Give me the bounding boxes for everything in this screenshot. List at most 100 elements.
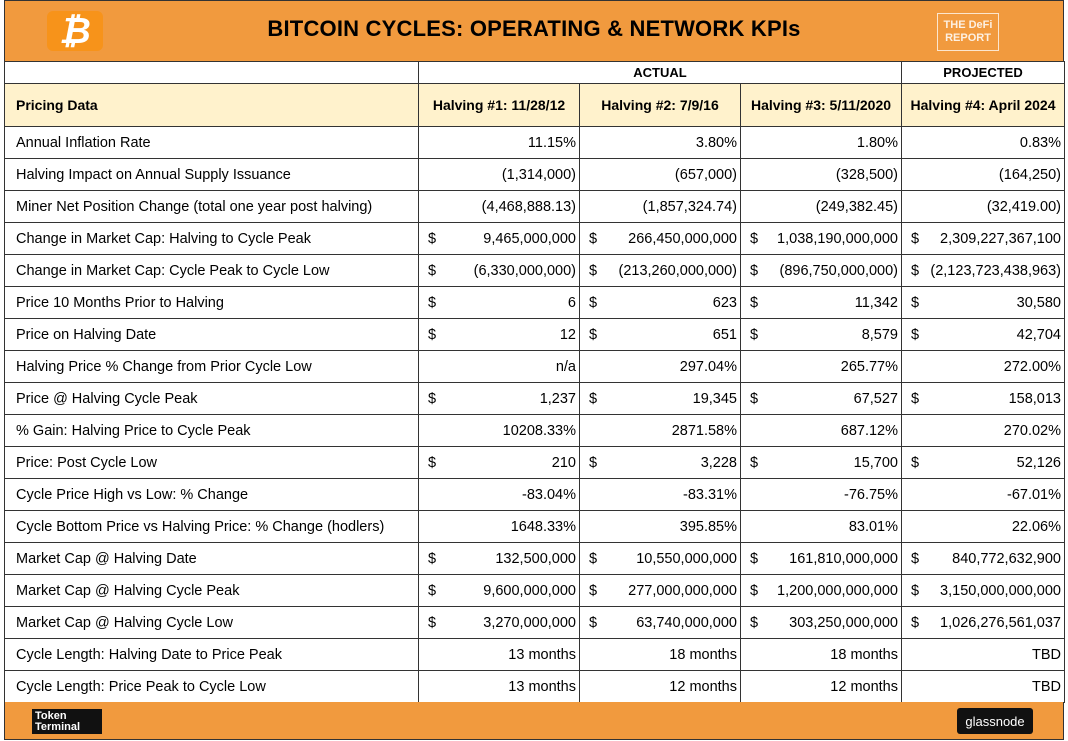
row-label: Price 10 Months Prior to Halving [4,286,419,319]
row-value-halving-1: $3,270,000,000 [418,606,580,639]
cell-value: 303,250,000,000 [789,614,898,631]
cell-value: 395.85% [679,518,737,535]
currency-symbol: $ [589,230,598,247]
table-row: Market Cap @ Halving Cycle Low $3,270,000… [4,606,1065,639]
table-row: Market Cap @ Halving Cycle Peak $9,600,00… [4,574,1065,607]
cell-value: 270.02% [1003,422,1061,439]
cell-value: 623 [712,294,737,311]
cell-value: 67,527 [853,390,898,407]
column-header-halving-3: Halving #3: 5/11/2020 [740,83,902,127]
cell-value: 30,580 [1016,294,1061,311]
row-value-halving-1: n/a [418,350,580,383]
cell-value: 1,026,276,561,037 [940,614,1061,631]
row-value-halving-3: 12 months [740,670,902,703]
bitcoin-logo-icon: ₿ [47,11,103,52]
table-row: Cycle Bottom Price vs Halving Price: % C… [4,510,1065,543]
cell-value: 18 months [830,646,898,663]
table-row: Cycle Length: Price Peak to Cycle Low 13 … [4,670,1065,703]
cell-value: (657,000) [674,166,737,183]
cell-value: (32,419.00) [986,198,1061,215]
row-value-halving-1: 1648.33% [418,510,580,543]
row-value-halving-2: 2871.58% [579,414,741,447]
currency-symbol: $ [428,550,437,567]
row-value-halving-4: TBD [901,670,1065,703]
row-label: Market Cap @ Halving Cycle Peak [4,574,419,607]
row-value-halving-4: $52,126 [901,446,1065,479]
cell-value: (1,857,324.74) [642,198,737,215]
cell-value: 2,309,227,367,100 [940,230,1061,247]
cell-value: -83.04% [521,486,576,503]
cell-value: (1,314,000) [501,166,576,183]
row-value-halving-1: $210 [418,446,580,479]
currency-symbol: $ [911,326,920,343]
cell-value: (249,382.45) [815,198,898,215]
currency-symbol: $ [428,582,437,599]
table-row: Market Cap @ Halving Date $132,500,000 $10… [4,542,1065,575]
row-label: Change in Market Cap: Cycle Peak to Cycl… [4,254,419,287]
row-label: Miner Net Position Change (total one yea… [4,190,419,223]
group-header-projected: PROJECTED [901,61,1065,84]
row-label: Annual Inflation Rate [4,126,419,159]
cell-value: 277,000,000,000 [628,582,737,599]
row-value-halving-4: 22.06% [901,510,1065,543]
table-row: Annual Inflation Rate 11.15% 3.80% 1.80% 0.8… [4,126,1065,159]
row-value-halving-1: $9,600,000,000 [418,574,580,607]
cell-value: 840,772,632,900 [952,550,1061,567]
row-label: Market Cap @ Halving Date [4,542,419,575]
row-value-halving-4: TBD [901,638,1065,671]
cell-value: 6 [567,294,576,311]
row-value-halving-4: $2,309,227,367,100 [901,222,1065,255]
cell-value: 161,810,000,000 [789,550,898,567]
row-label: Cycle Length: Halving Date to Price Peak [4,638,419,671]
cell-value: 15,700 [853,454,898,471]
cell-value: 12 months [669,678,737,695]
row-value-halving-1: 10208.33% [418,414,580,447]
cell-value: 42,704 [1016,326,1061,343]
row-label: Price on Halving Date [4,318,419,351]
cell-value: 2871.58% [671,422,737,439]
cell-value: (328,500) [835,166,898,183]
row-value-halving-1: 13 months [418,670,580,703]
row-value-halving-1: $9,465,000,000 [418,222,580,255]
cell-value: -76.75% [843,486,898,503]
cell-value: 210 [551,454,576,471]
cell-value: 297.04% [679,358,737,375]
cell-value: (4,468,888.13) [481,198,576,215]
row-value-halving-3: -76.75% [740,478,902,511]
table-row: Cycle Price High vs Low: % Change -83.04%… [4,478,1065,511]
row-value-halving-1: (1,314,000) [418,158,580,191]
currency-symbol: $ [589,326,598,343]
cell-value: TBD [1032,678,1061,695]
cell-value: 3.80% [695,134,737,151]
column-header-halving-2: Halving #2: 7/9/16 [579,83,741,127]
currency-symbol: $ [428,262,437,279]
row-value-halving-2: (1,857,324.74) [579,190,741,223]
group-header-actual: ACTUAL [418,61,902,84]
row-value-halving-2: $10,550,000,000 [579,542,741,575]
currency-symbol: $ [428,454,437,471]
cell-value: n/a [555,358,576,375]
currency-symbol: $ [911,614,920,631]
cell-value: 13 months [508,678,576,695]
row-value-halving-2: $623 [579,286,741,319]
page-title: BITCOIN CYCLES: OPERATING & NETWORK KPIs [267,16,801,41]
table-row: Halving Price % Change from Prior Cycle … [4,350,1065,383]
row-value-halving-2: $651 [579,318,741,351]
currency-symbol: $ [911,550,920,567]
row-value-halving-3: $15,700 [740,446,902,479]
row-value-halving-3: $1,200,000,000,000 [740,574,902,607]
cell-value: 10208.33% [502,422,576,439]
row-value-halving-4: $3,150,000,000,000 [901,574,1065,607]
currency-symbol: $ [750,614,759,631]
row-value-halving-4: $1,026,276,561,037 [901,606,1065,639]
row-value-halving-2: 3.80% [579,126,741,159]
row-label: Cycle Length: Price Peak to Cycle Low [4,670,419,703]
currency-symbol: $ [428,230,437,247]
row-value-halving-4: (32,419.00) [901,190,1065,223]
column-header-row: Pricing Data Halving #1: 11/28/12 Halvin… [4,83,1065,127]
cell-value: TBD [1032,646,1061,663]
row-label: Price @ Halving Cycle Peak [4,382,419,415]
row-value-halving-2: -83.31% [579,478,741,511]
row-label: Price: Post Cycle Low [4,446,419,479]
row-value-halving-3: $161,810,000,000 [740,542,902,575]
